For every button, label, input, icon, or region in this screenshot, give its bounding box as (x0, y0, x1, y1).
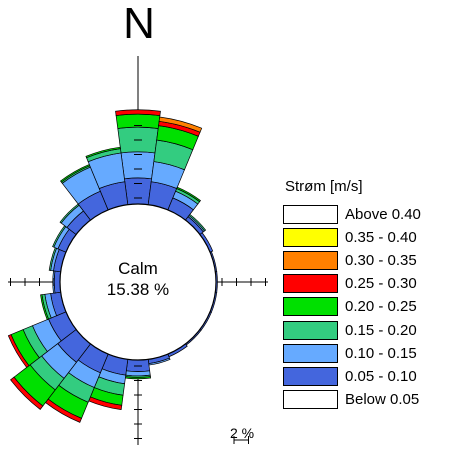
legend-swatch (283, 297, 338, 317)
rose-segment (120, 151, 156, 180)
legend-label: 0.05 - 0.10 (345, 367, 417, 385)
legend-swatch (283, 274, 338, 294)
rose-segment (188, 213, 207, 232)
calm-label-block: Calm 15.38 % (88, 258, 188, 300)
legend-label: 0.10 - 0.15 (345, 344, 417, 362)
rose-segment (176, 186, 201, 203)
north-label: N (123, 0, 155, 48)
rose-segment (115, 109, 161, 116)
legend-label: 0.35 - 0.40 (345, 229, 417, 247)
rose-segment (158, 116, 203, 133)
legend-label: 0.25 - 0.30 (345, 275, 417, 293)
rose-segment (40, 294, 49, 321)
legend-title: Strøm [m/s] (285, 178, 363, 195)
calm-value: 15.38 % (106, 280, 170, 299)
legend-swatch (283, 205, 338, 224)
calm-label: Calm (118, 259, 158, 278)
rose-segment (115, 113, 161, 129)
legend-label: 0.15 - 0.20 (345, 321, 417, 339)
calm-circle (59, 203, 217, 361)
rose-segment (85, 146, 121, 159)
scale-label: 2 % (230, 425, 255, 441)
legend-swatch (283, 228, 338, 248)
legend-swatch (283, 366, 338, 386)
legend-swatch (283, 320, 338, 340)
legend-swatch (283, 389, 338, 409)
legend-swatch (283, 251, 338, 271)
rose-segment (125, 358, 151, 372)
legend-label: Above 0.40 (345, 206, 421, 223)
rose-segment (124, 177, 152, 206)
legend-label: 0.30 - 0.35 (345, 252, 417, 270)
rose-segment (10, 376, 44, 410)
legend-label: Below 0.05 (345, 390, 420, 408)
legend-swatch (283, 343, 338, 363)
rose-segment (7, 334, 30, 368)
legend-label: 0.20 - 0.25 (345, 298, 417, 316)
rose-segment (125, 370, 151, 377)
